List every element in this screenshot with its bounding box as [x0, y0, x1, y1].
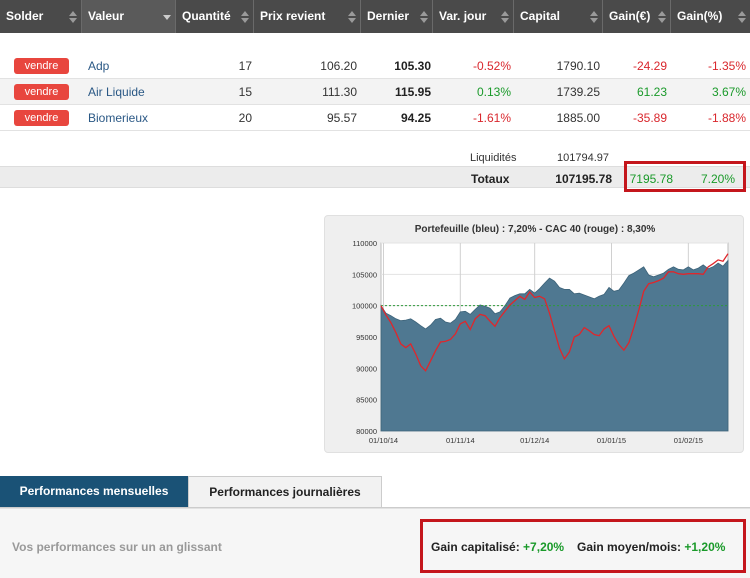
cac40-line: [380, 253, 729, 372]
table-row: vendre Biomerieux 20 95.57 94.25 -1.61% …: [0, 105, 750, 131]
y-tick-label: 110000: [353, 239, 377, 248]
gain-eur-cell: -24.29: [632, 59, 667, 73]
sort-icon[interactable]: [738, 11, 746, 23]
total-gain-pct: 7.20%: [700, 172, 735, 186]
chart-svg: 80000 85000 90000 95000 100000 105000 110000 01…: [352, 239, 729, 445]
sort-icon[interactable]: [501, 11, 509, 23]
total-gain-eur: 7195.78: [629, 172, 673, 186]
cost-price-cell: 106.20: [320, 59, 357, 73]
sort-icon[interactable]: [420, 11, 428, 23]
x-tick-label: 01/01/15: [597, 436, 626, 445]
totals-row: [0, 166, 750, 188]
table-row: vendre Adp 17 106.20 105.30 -0.52% 1790.…: [0, 53, 750, 79]
capital-cell: 1885.00: [556, 111, 600, 125]
y-tick-label: 80000: [356, 427, 377, 436]
row-divider: [0, 104, 750, 105]
vendre-button[interactable]: vendre: [14, 84, 69, 100]
gain-moyen-label: Gain moyen/mois:: [577, 540, 682, 554]
table-header: Solder Valeur Quantité Prix revient Dern…: [0, 0, 750, 33]
sort-down-icon[interactable]: [163, 11, 171, 23]
quantity-cell: 17: [238, 59, 252, 73]
col-header-capital[interactable]: Capital: [514, 0, 603, 33]
col-header-quantite[interactable]: Quantité: [176, 0, 254, 33]
col-header-var-jour[interactable]: Var. jour: [433, 0, 514, 33]
highlight-box: [624, 161, 746, 192]
gain-eur-cell: -35.89: [632, 111, 667, 125]
y-tick-label: 95000: [356, 333, 377, 342]
col-header-prix-revient[interactable]: Prix revient: [254, 0, 361, 33]
gain-capitalise-value: +7,20%: [523, 540, 565, 554]
table-row: vendre Air Liquide 15 111.30 115.95 0.13…: [0, 79, 750, 105]
col-header-valeur[interactable]: Valeur: [82, 0, 176, 33]
stock-name-link[interactable]: Air Liquide: [88, 85, 145, 99]
gain-pct-cell: -1.35%: [707, 59, 746, 73]
gain-pct-cell: -1.88%: [707, 111, 746, 125]
gain-capitalise-label: Gain capitalisé:: [431, 540, 520, 554]
capital-cell: 1790.10: [556, 59, 600, 73]
last-price-cell: 94.25: [400, 111, 431, 125]
last-price-cell: 115.95: [394, 85, 431, 99]
day-change-cell: -1.61%: [472, 111, 511, 125]
stock-name-link[interactable]: Biomerieux: [88, 111, 149, 125]
day-change-cell: -0.52%: [472, 59, 511, 73]
x-tick-label: 01/12/14: [520, 436, 549, 445]
day-change-cell: 0.13%: [476, 85, 511, 99]
x-tick-label: 01/11/14: [446, 436, 475, 445]
x-tick-label: 01/10/14: [369, 436, 398, 445]
col-header-dernier[interactable]: Dernier: [361, 0, 433, 33]
tabs-divider: [0, 507, 750, 508]
col-header-solder[interactable]: Solder: [0, 0, 82, 33]
totaux-label: Totaux: [471, 172, 510, 186]
sort-icon[interactable]: [348, 11, 356, 23]
quantity-cell: 15: [238, 85, 252, 99]
liquidites-value: 101794.97: [557, 152, 609, 164]
chart-title: Portefeuille (bleu) : 7,20% - CAC 40 (ro…: [414, 224, 656, 235]
x-tick-label: 01/02/15: [674, 436, 703, 445]
col-header-gain-pct[interactable]: Gain(%): [671, 0, 750, 33]
capital-cell: 1739.25: [556, 85, 600, 99]
vendre-button[interactable]: vendre: [14, 58, 69, 74]
gain-capitalise: Gain capitalisé: +7,20%: [431, 540, 564, 554]
sort-icon[interactable]: [658, 11, 666, 23]
tab-performances-journalieres[interactable]: Performances journalières: [188, 476, 382, 507]
highlight-box: [420, 519, 746, 573]
y-tick-label: 85000: [356, 396, 377, 405]
cost-price-cell: 111.30: [322, 85, 357, 99]
gain-pct-cell: 3.67%: [711, 85, 746, 99]
sort-icon[interactable]: [69, 11, 77, 23]
row-divider: [0, 130, 750, 131]
gain-eur-cell: 61.23: [636, 85, 667, 99]
quantity-cell: 20: [238, 111, 252, 125]
performance-subtitle: Vos performances sur un an glissant: [12, 540, 222, 554]
totaux-value: 107195.78: [555, 172, 612, 186]
row-divider: [0, 78, 750, 79]
y-tick-label: 100000: [352, 302, 377, 311]
y-tick-label: 105000: [352, 270, 377, 279]
gain-moyen-value: +1,20%: [684, 540, 726, 554]
cost-price-cell: 95.57: [326, 111, 357, 125]
gain-moyen: Gain moyen/mois: +1,20%: [577, 540, 725, 554]
sort-icon[interactable]: [241, 11, 249, 23]
tab-performances-mensuelles[interactable]: Performances mensuelles: [0, 476, 188, 507]
col-header-gain-eur[interactable]: Gain(€): [603, 0, 671, 33]
y-tick-label: 90000: [356, 364, 377, 373]
last-price-cell: 105.30: [394, 59, 431, 73]
vendre-button[interactable]: vendre: [14, 110, 69, 126]
liquidites-label: Liquidités: [470, 152, 517, 164]
stock-name-link[interactable]: Adp: [88, 59, 110, 73]
portfolio-chart: Portefeuille (bleu) : 7,20% - CAC 40 (ro…: [324, 215, 744, 453]
sort-icon[interactable]: [590, 11, 598, 23]
